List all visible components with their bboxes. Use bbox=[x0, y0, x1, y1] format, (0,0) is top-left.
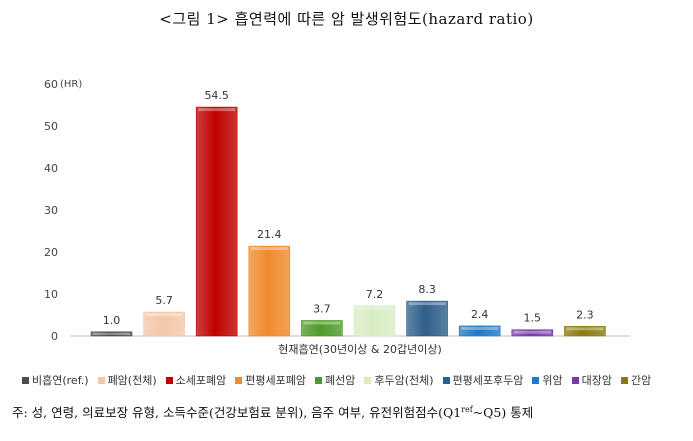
chart-title: <그림 1> 흡연력에 따른 암 발생위험도(hazard ratio) bbox=[159, 10, 534, 28]
legend-label-8: 위암 bbox=[542, 374, 563, 387]
bar-highlight-9 bbox=[513, 330, 551, 334]
legend-item-10: 간암 bbox=[621, 372, 651, 388]
y-tick-label: 40 bbox=[44, 162, 58, 175]
legend-swatch-7 bbox=[442, 376, 450, 384]
legend-item-6: 후두암(전체) bbox=[364, 372, 434, 388]
legend-swatch-10 bbox=[621, 376, 629, 384]
data-label-3: 54.5 bbox=[204, 89, 229, 102]
bar-6 bbox=[353, 305, 396, 337]
legend-swatch-1 bbox=[22, 376, 29, 384]
legend-item-8: 위암 bbox=[532, 372, 563, 388]
y-tick-label: 30 bbox=[44, 204, 58, 217]
data-label-1: 1.0 bbox=[103, 314, 121, 327]
legend-item-2: 폐암(전체) bbox=[97, 372, 157, 388]
bar-5 bbox=[301, 320, 343, 337]
data-label-8: 2.4 bbox=[471, 308, 489, 321]
x-axis-label: 현재흡연(30년이상 & 20갑년이상) bbox=[278, 342, 441, 356]
bar-chart: 0 10 20 30 40 50 60 (HR) 1.0 5.7 54.5 21.4 3.7 7.2 8.3… bbox=[44, 78, 630, 356]
bar-highlight-5 bbox=[303, 321, 341, 325]
legend-label-4: 편평세포폐암 bbox=[245, 374, 306, 387]
bar-highlight-7 bbox=[408, 302, 446, 306]
bar-highlight-4 bbox=[250, 247, 288, 251]
legend-item-1: 비흡연(ref.) bbox=[22, 372, 89, 388]
data-label-4: 21.4 bbox=[257, 228, 282, 241]
data-label-10: 2.3 bbox=[576, 308, 594, 321]
legend-swatch-2 bbox=[97, 376, 105, 384]
bar-8 bbox=[458, 325, 501, 337]
y-tick-label: 50 bbox=[44, 120, 58, 133]
bar-10 bbox=[564, 326, 606, 337]
chart-legend: 비흡연(ref.) 폐암(전체) 소세포폐암 편평세포폐암 폐선암 후두암(전체) 편평세포… bbox=[22, 372, 682, 388]
legend-swatch-6 bbox=[364, 376, 372, 384]
bar-highlight-2 bbox=[145, 313, 183, 317]
footnote-suffix: ~Q5) 통제 bbox=[472, 405, 534, 420]
data-label-5: 3.7 bbox=[313, 302, 331, 315]
data-label-6: 7.2 bbox=[366, 288, 384, 301]
legend-item-7: 편평세포후두암 bbox=[442, 372, 524, 388]
y-tick-label: 10 bbox=[44, 288, 58, 301]
data-label-7: 8.3 bbox=[418, 283, 436, 296]
bar-7 bbox=[406, 300, 448, 337]
bar-3 bbox=[195, 106, 238, 337]
legend-swatch-8 bbox=[532, 376, 540, 384]
data-label-9: 1.5 bbox=[524, 312, 542, 325]
footnote-prefix: 주: 성, 연령, 의료보장 유형, 소득수준(건강보험료 분위), 음주 여부… bbox=[12, 405, 462, 420]
data-label-2: 5.7 bbox=[155, 294, 173, 307]
legend-label-9: 대장암 bbox=[581, 374, 613, 387]
legend-label-2: 폐암(전체) bbox=[107, 374, 157, 387]
bar-1 bbox=[90, 331, 133, 337]
bar-4 bbox=[248, 245, 291, 337]
legend-label-5: 폐선암 bbox=[324, 374, 356, 387]
legend-swatch-5 bbox=[314, 376, 322, 384]
legend-item-9: 대장암 bbox=[571, 372, 613, 388]
bar-highlight-1 bbox=[93, 332, 130, 335]
legend-item-5: 폐선암 bbox=[314, 372, 356, 388]
legend-item-4: 편평세포폐암 bbox=[235, 372, 306, 388]
legend-label-1: 비흡연(ref.) bbox=[32, 374, 89, 387]
y-tick-label: 60 bbox=[44, 78, 58, 91]
y-unit-label: (HR) bbox=[60, 79, 82, 90]
y-tick-label: 20 bbox=[44, 246, 58, 259]
legend-label-10: 간암 bbox=[631, 374, 652, 387]
footnote: 주: 성, 연령, 의료보장 유형, 소득수준(건강보험료 분위), 음주 여부… bbox=[12, 402, 533, 421]
legend-swatch-3 bbox=[165, 376, 173, 384]
legend-swatch-9 bbox=[571, 376, 579, 384]
y-tick-label: 0 bbox=[51, 330, 58, 343]
footnote-sup: ref bbox=[461, 404, 473, 414]
legend-label-6: 후두암(전체) bbox=[374, 374, 434, 387]
legend-swatch-4 bbox=[235, 376, 243, 384]
bar-highlight-3 bbox=[198, 108, 236, 112]
bar-highlight-6 bbox=[356, 306, 393, 310]
bar-9 bbox=[511, 329, 554, 337]
legend-label-3: 소세포폐암 bbox=[175, 374, 227, 387]
legend-item-3: 소세포폐암 bbox=[165, 372, 227, 388]
legend-label-7: 편평세포후두암 bbox=[452, 374, 524, 387]
bar-highlight-8 bbox=[461, 326, 499, 330]
bar-highlight-10 bbox=[566, 327, 604, 331]
bar-2 bbox=[143, 311, 185, 337]
